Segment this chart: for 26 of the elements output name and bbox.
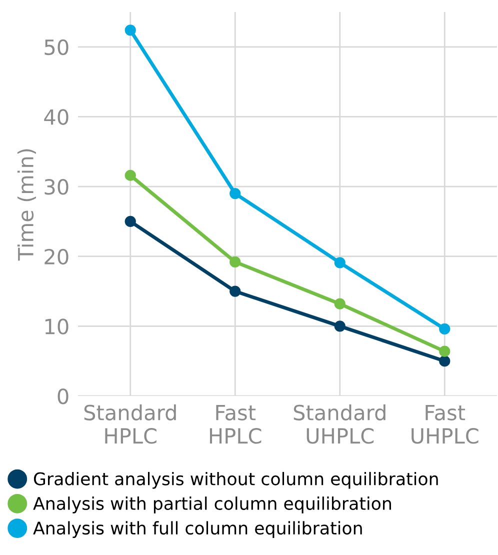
point [124,170,136,181]
x-tick-label: Standard UHPLC [294,404,386,444]
y-tick-label: 20 [44,248,68,265]
point [439,323,450,335]
point [230,286,241,297]
point [230,188,241,200]
point [439,356,450,367]
point [439,346,450,357]
y-axis-title: Time (min) [17,149,36,261]
x-tick-label: Standard HPLC [84,404,176,444]
point [334,257,346,268]
legend-label: Analysis with partial column equilibration [33,496,391,514]
y-tick-label: 40 [44,109,68,125]
point [230,256,241,268]
legend-label: Gradient analysis without column equilibration [34,472,438,489]
y-tick-label: 10 [45,318,68,334]
y-tick-label: 50 [44,39,68,56]
legend-label: Analysis with full column equilibration [33,521,362,538]
point [334,298,346,310]
x-tick-label: Fast HPLC [210,404,262,444]
x-tick-label: Fast UHPLC [412,404,478,444]
y-tick-label: 30 [44,179,68,195]
point [334,320,346,332]
point [124,216,136,228]
y-tick-label: 0 [58,388,68,404]
point [124,24,136,36]
